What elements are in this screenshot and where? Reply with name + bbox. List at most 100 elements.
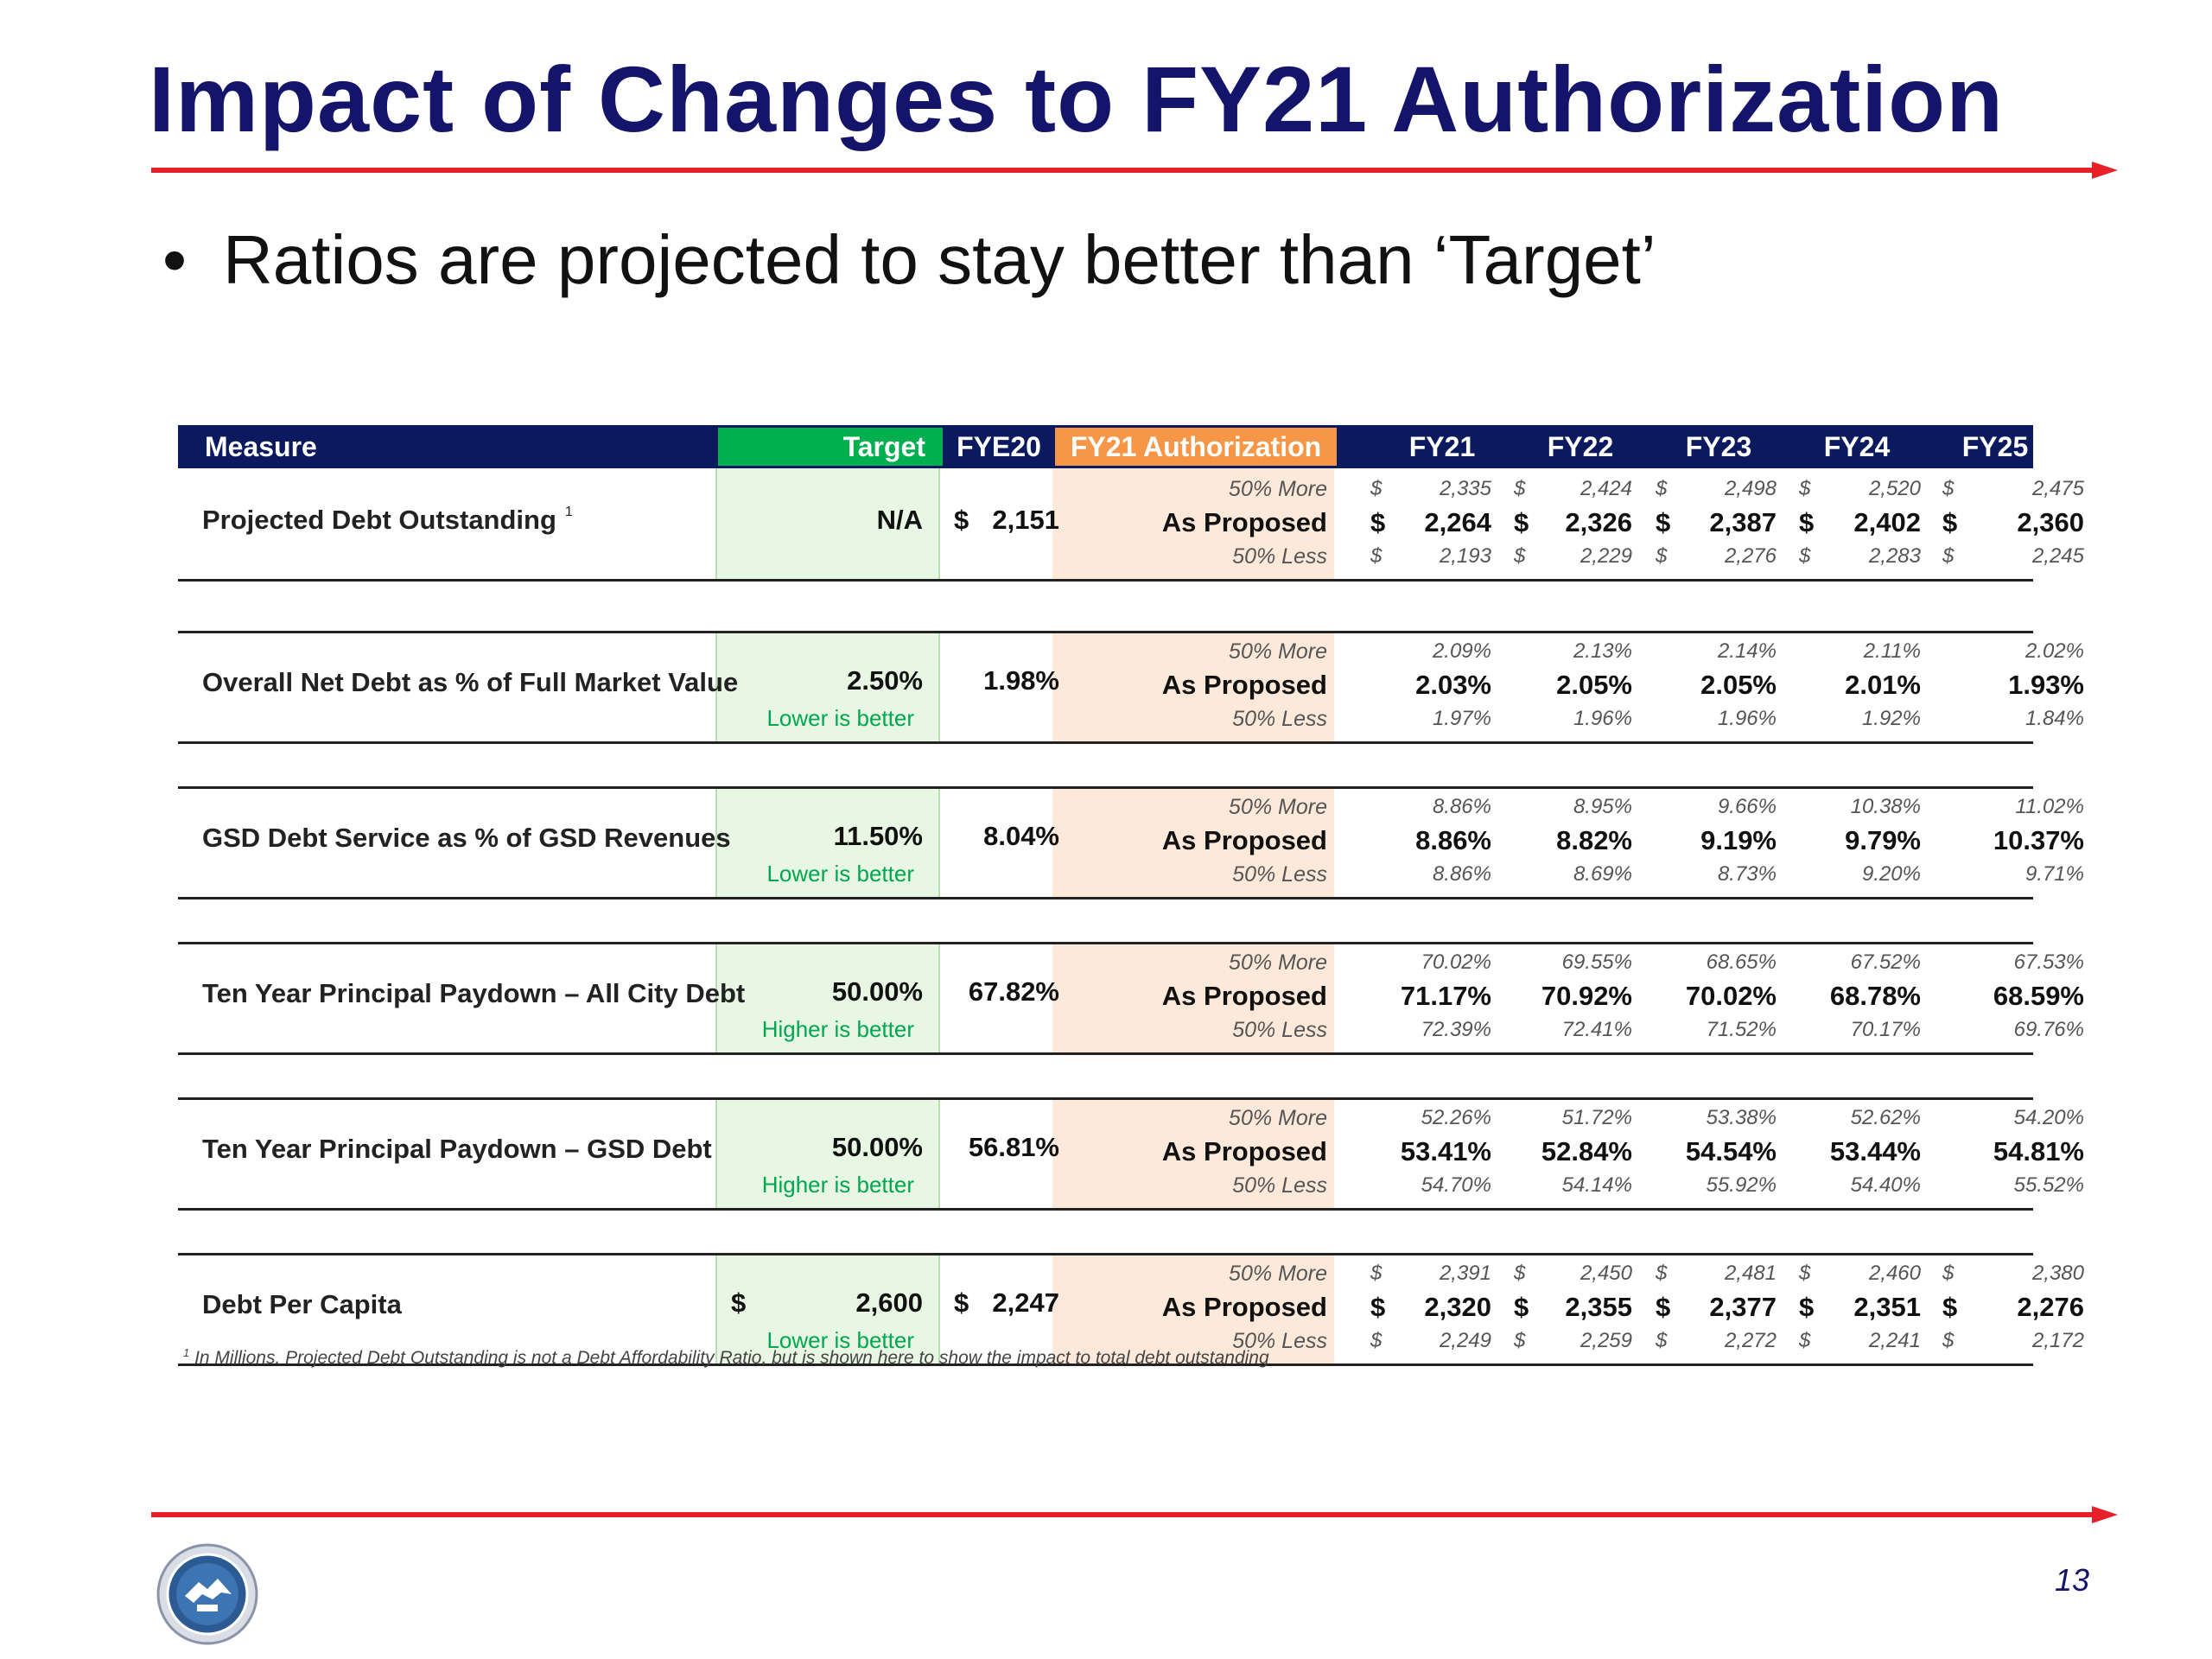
value-cell-more-fy21: 8.86% [1432,795,1491,818]
fye20-value: 2,151 [992,505,1059,535]
header-fye20: FYE20 [957,431,1041,462]
slide-title: Impact of Changes to FY21 Authorization [149,47,2005,151]
value-cell-more-fy22: 2.13% [1573,639,1632,663]
target-value: 50.00% [831,1132,923,1162]
currency-sign: $ [1942,507,1958,537]
header-fy24: FY24 [1823,431,1891,462]
measure-label: Overall Net Debt as % of Full Market Val… [202,667,738,698]
value-cell-more-fy24: 67.52% [1850,950,1921,974]
value-cell-proposed-fy24: 68.78% [1829,981,1921,1011]
value-cell-proposed-fy21: 2,264 [1424,507,1491,537]
target-value: 11.50% [833,821,923,851]
value-cell-more-fy23: 9.66% [1717,795,1777,818]
value-cell-proposed-fy21: 8.86% [1415,825,1491,855]
currency-sign: $ [1799,544,1811,568]
bullet-text: Ratios are projected to stay better than… [223,221,1656,298]
footnote: 1 In Millions. Projected Debt Outstandin… [183,1346,1269,1369]
footnote-marker: 1 [183,1346,190,1359]
value-cell-proposed-fy24: 53.44% [1829,1136,1921,1166]
value-cell-less-fy24: 1.92% [1861,707,1921,730]
header-fy25: FY25 [1961,431,2029,462]
value-cell-less-fy23: 2,276 [1724,544,1777,568]
value-cell-proposed-fy23: 54.54% [1685,1136,1777,1166]
value-cell-more-fy24: 2.11% [1863,639,1921,663]
scenario-label-less: 50% Less [1232,544,1327,569]
measure-name: Projected Debt Outstanding [202,505,556,535]
value-cell-proposed-fy25: 1.93% [2008,670,2084,700]
value-cell-proposed-fy25: 54.81% [1993,1136,2084,1166]
fye20-currency: $ [954,1287,969,1318]
value-cell-more-fy23: 2,481 [1724,1262,1777,1285]
authorization-cell [1052,633,1334,741]
header-target: Target [718,428,943,466]
target-value: N/A [876,505,923,535]
value-cell-less-fy21: 72.39% [1421,1018,1491,1041]
block-top-rule [178,1253,2033,1255]
currency-sign: $ [1656,1262,1668,1285]
measure-label: Ten Year Principal Paydown – All City De… [202,978,745,1009]
value-cell-proposed-fy21: 2.03% [1415,670,1491,700]
fye20-value: 67.82% [968,976,1059,1007]
value-cell-more-fy21: 70.02% [1421,950,1491,974]
page-number: 13 [2055,1562,2090,1598]
value-cell-less-fy25: 9.71% [2024,862,2084,886]
value-cell-proposed-fy24: 9.79% [1845,825,1921,855]
currency-sign: $ [1656,544,1668,568]
currency-sign: $ [1370,477,1382,500]
value-cell-less-fy25: 1.84% [2024,707,2084,730]
value-cell-less-fy25: 2,172 [2031,1329,2084,1352]
value-cell-less-fy21: 8.86% [1432,862,1491,886]
target-cell [715,944,940,1052]
value-cell-proposed-fy23: 2,387 [1709,507,1777,537]
city-seal-logo [156,1543,258,1645]
currency-sign: $ [1942,544,1955,568]
currency-sign: $ [1656,507,1671,537]
title-divider [151,162,2118,179]
value-cell-less-fy22: 2,259 [1580,1329,1632,1352]
value-cell-less-fy21: 2,193 [1439,544,1491,568]
measure-name: GSD Debt Service as % of GSD Revenues [202,823,731,853]
scenario-label-proposed: As Proposed [1161,1292,1327,1322]
currency-sign: $ [1370,1329,1382,1352]
currency-sign: $ [1370,544,1382,568]
currency-sign: $ [1370,1292,1386,1322]
value-cell-proposed-fy25: 68.59% [1993,981,2084,1011]
scenario-label-more: 50% More [1229,950,1327,975]
currency-sign: $ [1799,507,1815,537]
value-cell-less-fy22: 1.96% [1573,707,1632,730]
value-cell-less-fy23: 55.92% [1706,1173,1777,1197]
footnote-text: In Millions. Projected Debt Outstanding … [194,1348,1269,1368]
value-cell-less-fy24: 2,241 [1868,1329,1921,1352]
target-currency: $ [731,1287,747,1318]
measure-block: Debt Per Capita 2,600 $ Lower is better $2,2… [178,1253,2084,1366]
measure-block: Ten Year Principal Paydown – All City De… [178,942,2084,1055]
value-cell-less-fy25: 69.76% [2013,1018,2084,1041]
currency-sign: $ [1514,477,1526,500]
value-cell-more-fy24: 10.38% [1850,795,1921,818]
value-cell-proposed-fy22: 70.92% [1541,981,1632,1011]
value-cell-proposed-fy25: 2,276 [2017,1292,2084,1322]
target-note: Higher is better [761,1172,914,1198]
scenario-label-proposed: As Proposed [1161,825,1327,855]
measure-label: Debt Per Capita [202,1289,402,1320]
target-cell [715,789,940,897]
measure-block: Overall Net Debt as % of Full Market Val… [178,631,2084,744]
currency-sign: $ [1514,507,1529,537]
value-cell-less-fy21: 1.97% [1432,707,1491,730]
value-cell-proposed-fy25: 2,360 [2017,507,2084,537]
value-cell-less-fy22: 72.41% [1561,1018,1632,1041]
header-fy22: FY22 [1547,431,1614,462]
value-cell-less-fy22: 2,229 [1580,544,1632,568]
scenario-label-more: 50% More [1229,477,1327,501]
value-cell-more-fy23: 2.14% [1717,639,1777,663]
value-cell-more-fy24: 2,460 [1868,1262,1921,1285]
scenario-label-more: 50% More [1229,795,1327,819]
measure-block: Projected Debt Outstanding 1 N/A $2,151 50% … [178,468,2084,582]
fye20-value: 2,247 [992,1287,1059,1318]
block-bottom-rule [178,1363,2033,1366]
value-cell-less-fy24: 9.20% [1861,862,1921,886]
value-cell-proposed-fy23: 2,377 [1709,1292,1777,1322]
measure-label: GSD Debt Service as % of GSD Revenues [202,823,731,854]
block-top-rule [178,631,2033,633]
value-cell-more-fy23: 68.65% [1706,950,1777,974]
